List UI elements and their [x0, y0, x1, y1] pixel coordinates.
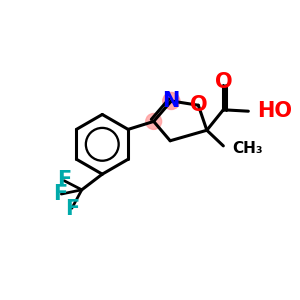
Text: O: O — [190, 95, 208, 115]
Circle shape — [146, 113, 162, 129]
Text: F: F — [65, 199, 79, 219]
Text: O: O — [214, 72, 232, 92]
Circle shape — [163, 92, 180, 110]
Text: N: N — [163, 91, 180, 111]
Text: HO: HO — [257, 101, 292, 121]
Text: F: F — [53, 184, 67, 204]
Text: F: F — [57, 170, 71, 190]
Text: CH₃: CH₃ — [232, 141, 263, 156]
